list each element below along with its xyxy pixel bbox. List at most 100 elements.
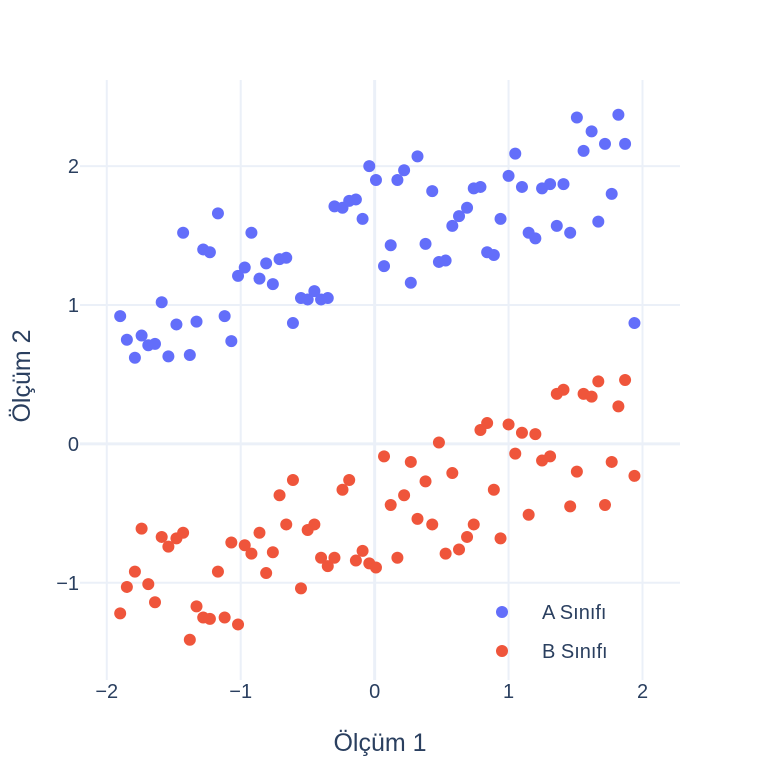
data-point[interactable] [211,207,224,220]
data-point[interactable] [628,469,641,482]
data-point[interactable] [356,212,369,225]
data-point[interactable] [502,418,515,431]
data-point[interactable] [557,383,570,396]
data-point[interactable] [612,108,625,121]
data-point[interactable] [544,178,557,191]
legend-item[interactable]: B Sınıfı [496,641,608,663]
data-point[interactable] [336,483,349,496]
data-point[interactable] [356,544,369,557]
data-point[interactable] [411,512,424,525]
data-point[interactable] [363,160,376,173]
data-point[interactable] [619,374,632,386]
data-point[interactable] [155,296,168,309]
data-point[interactable] [238,539,251,552]
data-point[interactable] [619,137,632,150]
data-point[interactable] [114,310,127,323]
data-point[interactable] [149,596,161,609]
data-point[interactable] [321,292,334,305]
data-point[interactable] [461,201,474,214]
data-point[interactable] [529,232,542,245]
data-point[interactable] [515,180,528,193]
data-point[interactable] [612,400,625,413]
data-point[interactable] [398,489,411,502]
data-point[interactable] [419,237,432,250]
data-point[interactable] [245,547,258,560]
data-point[interactable] [487,483,500,496]
data-point[interactable] [162,350,175,363]
data-point[interactable] [170,318,183,331]
data-point[interactable] [128,565,141,578]
data-point[interactable] [349,193,362,206]
data-point[interactable] [564,500,577,513]
data-point[interactable] [557,178,570,191]
data-point[interactable] [592,375,605,388]
data-point[interactable] [384,499,397,511]
data-point[interactable] [592,215,605,228]
data-point[interactable] [183,349,196,361]
data-point[interactable] [120,580,133,593]
data-point[interactable] [142,578,155,591]
data-point[interactable] [570,111,583,124]
data-point[interactable] [308,285,321,298]
data-point[interactable] [203,612,216,625]
data-point[interactable] [203,246,216,259]
data-point[interactable] [211,565,224,578]
legend[interactable]: A Sınıfı B Sınıfı [496,602,608,663]
data-point[interactable] [378,260,391,273]
data-point[interactable] [378,450,391,463]
data-point[interactable] [266,278,279,291]
data-point[interactable] [605,455,618,468]
data-point[interactable] [135,329,148,342]
data-point[interactable] [550,219,563,232]
data-point[interactable] [404,276,417,289]
data-point[interactable] [411,150,424,163]
data-point[interactable] [564,226,577,239]
data-point[interactable] [419,475,432,488]
data-point[interactable] [628,317,641,330]
data-point[interactable] [522,508,535,521]
data-point[interactable] [225,536,238,549]
data-point[interactable] [439,254,452,267]
data-point[interactable] [135,522,148,535]
data-point[interactable] [260,567,273,580]
data-point[interactable] [232,618,245,631]
data-point[interactable] [286,474,299,486]
data-point[interactable] [599,137,611,150]
data-point[interactable] [120,333,133,346]
data-point[interactable] [238,261,251,274]
data-point[interactable] [605,187,618,200]
data-point[interactable] [349,554,362,567]
data-point[interactable] [481,417,494,430]
data-point[interactable] [253,526,266,539]
data-point[interactable] [128,351,141,364]
data-point[interactable] [453,210,466,223]
data-point[interactable] [308,518,321,531]
data-point[interactable] [253,272,266,285]
data-point[interactable] [301,293,314,306]
data-point[interactable] [404,455,417,468]
data-point[interactable] [149,337,161,350]
data-point[interactable] [446,467,459,480]
data-point[interactable] [369,174,382,186]
data-point[interactable] [585,390,598,403]
data-point[interactable] [467,518,480,531]
data-point[interactable] [453,543,466,556]
data-point[interactable] [391,551,404,564]
data-point[interactable] [343,474,356,486]
data-point[interactable] [529,428,542,441]
data-point[interactable] [190,315,203,328]
data-point[interactable] [398,164,411,177]
data-point[interactable] [177,526,190,539]
data-point[interactable] [232,269,245,282]
data-point[interactable] [474,180,487,193]
data-point[interactable] [509,447,522,460]
data-point[interactable] [585,125,598,138]
data-point[interactable] [391,174,404,186]
data-point[interactable] [599,499,611,511]
data-point[interactable] [494,532,507,545]
data-point[interactable] [461,530,474,543]
data-point[interactable] [509,147,522,160]
data-point[interactable] [260,257,273,270]
data-point[interactable] [162,540,175,553]
data-point[interactable] [177,226,190,239]
